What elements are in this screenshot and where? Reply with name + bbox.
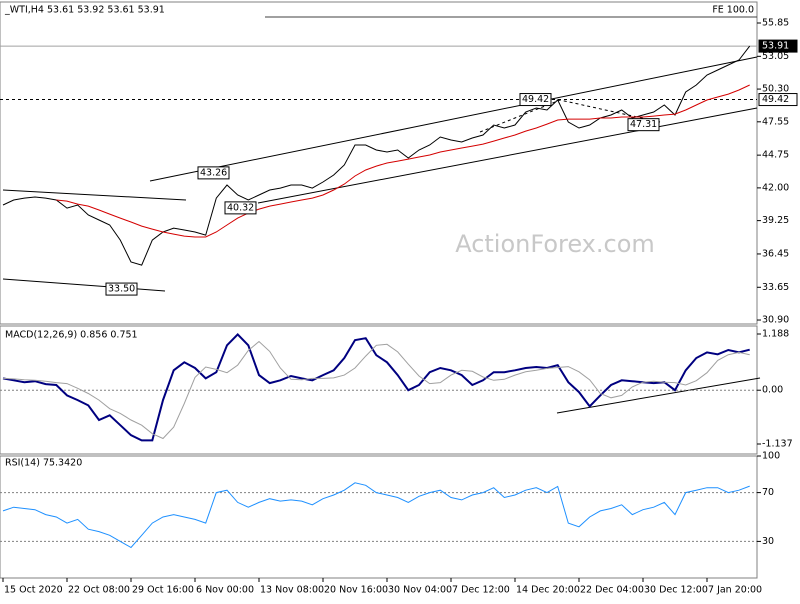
channel-line bbox=[257, 107, 758, 204]
annotation-box bbox=[224, 201, 257, 215]
panel-border bbox=[0, 1, 758, 325]
annotation-box bbox=[627, 118, 660, 132]
x-tick-label: 20 Nov 16:00 bbox=[324, 585, 388, 596]
x-tick-label: 7 Dec 12:00 bbox=[452, 585, 510, 596]
annotation-label: 47.31 bbox=[630, 119, 657, 130]
trend-line bbox=[2, 278, 166, 292]
macd-trend-line bbox=[556, 377, 761, 414]
annotation-box bbox=[519, 93, 552, 107]
level-label: 53.91 bbox=[762, 41, 789, 52]
y-tick-label: 30 bbox=[762, 536, 774, 547]
annotation-label: 49.42 bbox=[522, 94, 549, 105]
x-tick-label: 14 Dec 20:00 bbox=[516, 585, 580, 596]
y-tick-label: 53.05 bbox=[762, 51, 789, 62]
level-box bbox=[758, 93, 798, 107]
y-tick-label: 100 bbox=[762, 451, 780, 462]
y-tick-label: 55.85 bbox=[762, 18, 789, 29]
chart-title: _WTI,H4 53.61 53.92 53.61 53.91 bbox=[4, 5, 165, 16]
x-tick-label: 15 Oct 2020 bbox=[4, 585, 63, 596]
fe-label: FE 100.0 bbox=[712, 5, 754, 16]
series-line bbox=[2, 332, 750, 442]
x-tick-label: 7 Jan 20:00 bbox=[708, 585, 762, 596]
trend-line bbox=[2, 189, 187, 201]
annotation-box bbox=[197, 166, 230, 180]
x-tick-label: 22 Oct 08:00 bbox=[68, 585, 130, 596]
rsi-title: RSI(14) 75.3420 bbox=[5, 458, 82, 469]
y-tick-label: 42.00 bbox=[762, 182, 789, 193]
y-tick-label: 33.65 bbox=[762, 282, 789, 293]
channel-line bbox=[149, 56, 758, 182]
watermark: ActionForex.com bbox=[455, 230, 655, 258]
y-tick-label: 1.188 bbox=[762, 329, 789, 340]
series-line bbox=[2, 45, 751, 266]
series-line bbox=[2, 340, 750, 440]
x-tick-label: 30 Nov 04:00 bbox=[388, 585, 452, 596]
series-line bbox=[56, 84, 750, 238]
x-tick-label: 30 Dec 12:00 bbox=[644, 585, 708, 596]
y-tick-label: 70 bbox=[762, 487, 774, 498]
level-label: 49.42 bbox=[762, 94, 789, 105]
annotation-label: 43.26 bbox=[200, 167, 227, 178]
x-tick-label: 29 Oct 16:00 bbox=[132, 585, 194, 596]
y-tick-label: -1.137 bbox=[762, 439, 793, 450]
y-tick-label: 50.30 bbox=[762, 84, 789, 95]
annotation-label: 33.50 bbox=[108, 284, 135, 295]
panel-border bbox=[0, 455, 758, 579]
y-tick-label: 47.55 bbox=[762, 116, 789, 127]
y-tick-label: 39.25 bbox=[762, 215, 789, 226]
x-tick-label: 6 Nov 00:00 bbox=[196, 585, 254, 596]
series-line bbox=[2, 482, 750, 549]
y-tick-label: 30.90 bbox=[762, 315, 789, 326]
annotation-label: 40.32 bbox=[227, 202, 254, 213]
level-box bbox=[758, 39, 798, 53]
macd-title: MACD(12,26,9) 0.856 0.751 bbox=[5, 330, 138, 341]
y-tick-label: 44.75 bbox=[762, 150, 789, 161]
y-tick-label: 0.00 bbox=[762, 385, 783, 396]
annotation-box bbox=[105, 282, 138, 296]
y-tick-label: 36.45 bbox=[762, 248, 789, 259]
x-tick-label: 13 Nov 08:00 bbox=[260, 585, 324, 596]
x-tick-label: 22 Dec 04:00 bbox=[580, 585, 644, 596]
